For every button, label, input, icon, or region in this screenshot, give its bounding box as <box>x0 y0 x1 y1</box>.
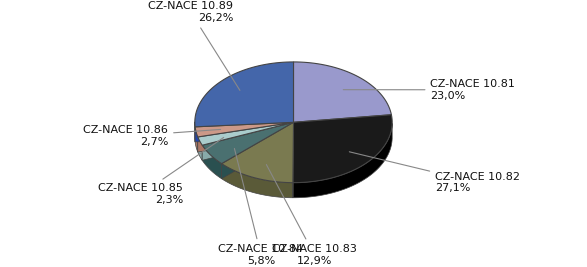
Polygon shape <box>294 62 392 122</box>
Text: CZ-NACE 10.84
5,8%: CZ-NACE 10.84 5,8% <box>218 148 303 266</box>
Polygon shape <box>293 123 392 198</box>
Polygon shape <box>221 122 294 179</box>
Polygon shape <box>202 122 294 160</box>
Text: CZ-NACE 10.85
2,3%: CZ-NACE 10.85 2,3% <box>99 138 224 205</box>
Text: CZ-NACE 10.83
12,9%: CZ-NACE 10.83 12,9% <box>266 164 357 266</box>
Polygon shape <box>293 115 392 183</box>
Polygon shape <box>293 122 294 198</box>
Text: CZ-NACE 10.82
27,1%: CZ-NACE 10.82 27,1% <box>349 152 520 194</box>
Polygon shape <box>195 122 294 137</box>
Polygon shape <box>195 127 198 152</box>
Polygon shape <box>221 122 294 183</box>
Polygon shape <box>195 62 294 127</box>
Text: CZ-NACE 10.81
23,0%: CZ-NACE 10.81 23,0% <box>343 79 515 101</box>
Polygon shape <box>198 122 294 145</box>
Polygon shape <box>198 122 294 152</box>
Polygon shape <box>221 164 293 198</box>
Text: CZ-NACE 10.86
2,7%: CZ-NACE 10.86 2,7% <box>83 125 221 147</box>
Polygon shape <box>202 145 221 179</box>
Polygon shape <box>198 137 202 160</box>
Text: CZ-NACE 10.89
26,2%: CZ-NACE 10.89 26,2% <box>148 1 240 91</box>
Polygon shape <box>202 122 294 164</box>
Polygon shape <box>195 122 294 142</box>
